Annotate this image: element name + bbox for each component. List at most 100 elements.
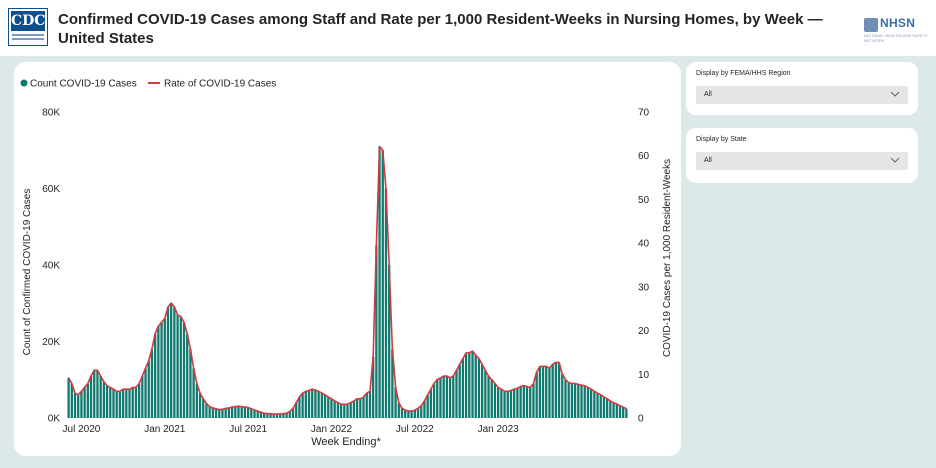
state-dropdown-value: All bbox=[704, 157, 712, 164]
bar bbox=[519, 386, 522, 418]
y-tick-label: 60K bbox=[42, 184, 60, 195]
state-dropdown[interactable]: All bbox=[696, 152, 908, 170]
bar bbox=[112, 389, 115, 418]
bar bbox=[445, 375, 449, 418]
legend-label-rate: Rate of COVID-19 Cases bbox=[164, 79, 276, 90]
bar bbox=[442, 375, 445, 418]
bar bbox=[288, 411, 291, 418]
bar bbox=[141, 375, 144, 418]
bar bbox=[307, 390, 311, 418]
y2-tick-label: 50 bbox=[638, 195, 650, 206]
x-axis-ticks: Jul 2020 Jan 2021 Jul 2021 Jan 2022 Jul 2022… bbox=[63, 424, 520, 435]
bar bbox=[275, 414, 279, 418]
bar bbox=[218, 409, 221, 418]
nhsn-mark-icon bbox=[864, 18, 878, 32]
bar bbox=[471, 351, 474, 418]
x-tick-label: Jan 2023 bbox=[478, 424, 520, 435]
bar bbox=[154, 333, 157, 418]
bar bbox=[509, 390, 513, 418]
region-slicer-label: Display by FEMA/HHS Region bbox=[696, 70, 791, 77]
bar bbox=[301, 393, 304, 418]
bar bbox=[211, 408, 215, 418]
bar bbox=[429, 389, 432, 418]
bar bbox=[352, 400, 356, 418]
bar bbox=[320, 393, 324, 418]
bar bbox=[432, 383, 436, 418]
bar bbox=[458, 364, 461, 418]
bar bbox=[330, 398, 333, 419]
bar bbox=[77, 395, 80, 418]
bar bbox=[394, 387, 397, 418]
bar bbox=[227, 408, 231, 418]
line-series bbox=[67, 145, 627, 415]
bar bbox=[128, 389, 131, 418]
bar bbox=[404, 410, 407, 418]
bar bbox=[285, 413, 288, 418]
bar bbox=[160, 322, 163, 419]
bar bbox=[557, 362, 561, 418]
region-dropdown-value: All bbox=[704, 91, 712, 98]
bar bbox=[538, 366, 541, 418]
bar bbox=[561, 374, 564, 418]
bar bbox=[368, 391, 372, 418]
bar bbox=[384, 188, 388, 418]
bar bbox=[147, 360, 150, 419]
bar bbox=[503, 391, 506, 418]
bar bbox=[589, 389, 593, 418]
bar bbox=[596, 393, 599, 418]
bar bbox=[362, 396, 365, 418]
x-tick-label: Jul 2022 bbox=[396, 424, 434, 435]
chart-legend: Count COVID-19 Cases Rate of COVID-19 Ca… bbox=[20, 79, 276, 90]
bar bbox=[314, 390, 317, 418]
bar bbox=[298, 396, 301, 418]
bar bbox=[186, 333, 189, 418]
bar bbox=[67, 377, 70, 418]
bar bbox=[176, 314, 179, 418]
bar bbox=[259, 412, 263, 418]
bar bbox=[163, 318, 166, 418]
bar bbox=[420, 405, 423, 418]
bar bbox=[272, 414, 275, 418]
bar bbox=[144, 368, 147, 418]
y2-tick-label: 30 bbox=[638, 282, 650, 293]
bar bbox=[474, 354, 477, 418]
bar bbox=[263, 413, 266, 418]
bar bbox=[532, 383, 535, 418]
bar bbox=[545, 366, 548, 418]
bar bbox=[413, 410, 416, 418]
nhsn-logo-subtext: NATIONAL HEALTHCARE SAFETY NETWORK bbox=[864, 33, 928, 43]
y2-tick-label: 40 bbox=[638, 239, 650, 250]
state-slicer: Display by State All bbox=[686, 128, 918, 183]
bar bbox=[583, 385, 586, 418]
bar bbox=[221, 409, 224, 418]
bar bbox=[250, 408, 253, 418]
bar bbox=[487, 375, 490, 418]
bar bbox=[468, 352, 471, 418]
bar bbox=[381, 150, 384, 418]
region-dropdown[interactable]: All bbox=[696, 86, 908, 104]
bar bbox=[131, 387, 134, 418]
bar bbox=[115, 391, 118, 418]
legend-marker-count bbox=[20, 79, 28, 87]
bar bbox=[570, 383, 574, 418]
bar bbox=[134, 387, 138, 418]
y-tick-label: 0K bbox=[48, 414, 61, 425]
y-tick-label: 80K bbox=[42, 108, 60, 119]
bar bbox=[464, 352, 468, 418]
bar bbox=[192, 368, 195, 418]
bar bbox=[618, 405, 622, 418]
bar bbox=[282, 413, 285, 418]
bar bbox=[96, 370, 99, 418]
x-axis-title: Week Ending* bbox=[311, 436, 381, 448]
bar bbox=[452, 375, 455, 418]
bar bbox=[109, 387, 112, 418]
y2-axis-title: COVID-19 Cases per 1,000 Resident-Weeks bbox=[662, 159, 673, 357]
bar bbox=[554, 362, 558, 418]
y-axis-title: Count of Confirmed COVID-19 Cases bbox=[22, 189, 33, 356]
bar bbox=[93, 370, 96, 418]
bar bbox=[269, 413, 272, 418]
bar bbox=[506, 391, 509, 418]
bar bbox=[484, 370, 487, 418]
x-tick-label: Jan 2021 bbox=[144, 424, 186, 435]
y-tick-label: 40K bbox=[42, 261, 60, 272]
